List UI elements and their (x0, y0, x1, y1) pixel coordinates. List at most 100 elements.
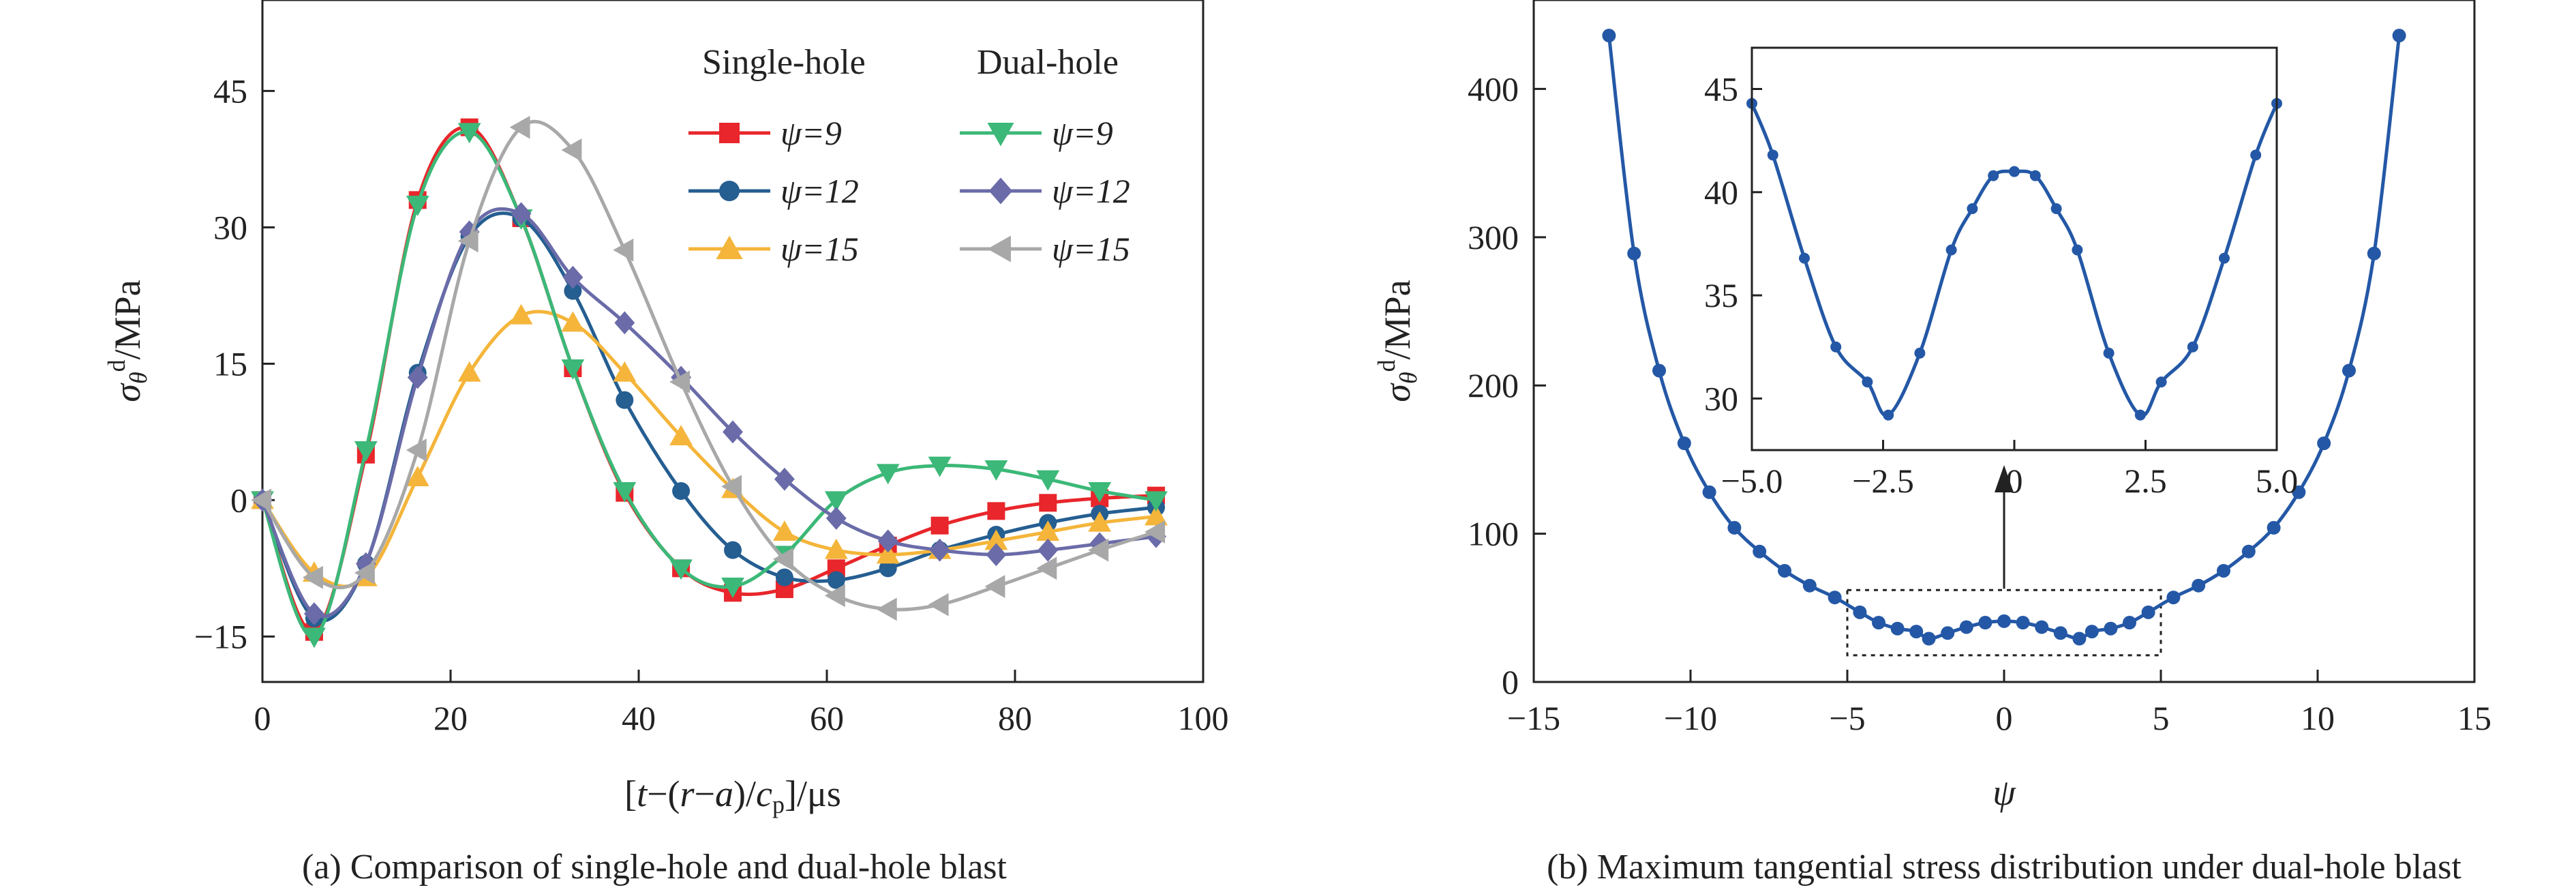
data-point (1727, 520, 1742, 535)
data-point (2072, 631, 2087, 646)
legend-entry: ψ=15 (960, 230, 1130, 268)
y-tick-label: 200 (1468, 366, 1519, 404)
x-tick-label: 5.0 (2256, 462, 2299, 500)
data-point (1909, 625, 1924, 639)
data-point (2292, 485, 2306, 499)
data-point (928, 593, 949, 616)
data-point (354, 561, 375, 584)
data-point (984, 460, 1008, 481)
data-point (561, 138, 582, 162)
series-dual-hole-ψ-15 (251, 115, 1165, 621)
data-point (774, 467, 795, 491)
data-point (1036, 556, 1057, 580)
x-tick-label: 5 (2153, 699, 2170, 737)
data-point (876, 543, 900, 564)
inset-data-point (1883, 409, 1894, 421)
inset-data-point (1988, 170, 1999, 181)
x-tick-label: −2.5 (1852, 462, 1914, 500)
data-point (1778, 563, 1791, 578)
data-point (407, 366, 428, 389)
inset-data-point (1767, 149, 1778, 161)
data-point (984, 529, 1008, 550)
data-point (355, 552, 376, 576)
x-tick-label: 15 (2457, 699, 2491, 737)
axis-ticks-a: 0 20 40 60 80 100 −15 0 15 30 45 (194, 72, 1229, 737)
series-group-a (251, 115, 1168, 649)
data-point (827, 571, 845, 589)
data-point (773, 520, 796, 541)
data-point (1088, 482, 1112, 503)
legend-marker (988, 177, 1013, 205)
data-point (2166, 591, 2181, 605)
data-point (1652, 363, 1666, 378)
data-point (1036, 470, 1060, 491)
y-tick-label: 400 (1468, 70, 1519, 108)
data-point (2241, 544, 2256, 559)
data-point (1828, 591, 1842, 605)
legend-entry: ψ=12 (688, 172, 859, 210)
data-point (2053, 626, 2067, 640)
inset-data-point (2155, 376, 2167, 388)
y-tick-label: 45 (213, 72, 247, 110)
data-point (1702, 485, 1716, 499)
inset-data-point (1799, 252, 1810, 264)
legend-marker (719, 123, 740, 143)
y-tick-label: −15 (194, 617, 247, 655)
data-point (2217, 563, 2230, 578)
data-point (1145, 491, 1168, 512)
data-point (672, 482, 691, 500)
data-point (986, 543, 1007, 567)
data-point (1037, 538, 1059, 562)
data-point (1997, 614, 2011, 628)
series-line (260, 119, 1157, 612)
legend-label: ψ=15 (781, 230, 859, 268)
series-line (260, 125, 1157, 634)
x-tick-label: −5.0 (1721, 462, 1783, 500)
y-tick-label: 40 (1704, 173, 1738, 211)
legend-marker (987, 235, 1011, 263)
inset-data-point (2072, 244, 2083, 256)
data-point (928, 456, 952, 477)
data-point (876, 597, 897, 621)
data-point (877, 529, 898, 553)
x-tick-label: 100 (1178, 699, 1229, 737)
data-point (775, 568, 793, 586)
data-point (2141, 605, 2155, 619)
legend-marker (987, 123, 1014, 147)
inset-data-point (1862, 376, 1873, 388)
data-point (616, 391, 634, 409)
data-point (1088, 511, 1112, 532)
data-point (457, 123, 481, 144)
data-point (303, 565, 323, 589)
data-point (824, 584, 845, 608)
series-dual-hole-ψ-12 (252, 202, 1166, 625)
data-point (1088, 538, 1109, 562)
x-tick-label: −15 (1507, 699, 1560, 737)
data-point (406, 438, 427, 462)
data-point (1922, 631, 1936, 646)
data-point (724, 541, 742, 559)
data-point (987, 502, 1005, 520)
data-point (876, 464, 900, 485)
series-dual-hole-ψ-9 (251, 123, 1168, 649)
data-point (669, 559, 693, 580)
data-point (1677, 436, 1691, 450)
zoom-arrow-head (1995, 465, 2014, 492)
data-point (2123, 616, 2136, 630)
data-point (929, 538, 950, 562)
data-point (2342, 363, 2356, 378)
legend-label: ψ=9 (1052, 114, 1113, 152)
legend-entries: ψ=9 ψ=12 ψ=15 ψ=9 ψ=12 ψ=15 (688, 114, 1130, 268)
series-single-hole-ψ-9 (254, 118, 1165, 641)
data-point (824, 538, 848, 559)
data-point (669, 370, 691, 393)
data-point (2085, 625, 2099, 639)
data-point (824, 491, 848, 512)
legend-header-single: Single-hole (702, 43, 866, 82)
data-point (509, 115, 530, 139)
data-point (509, 303, 533, 325)
x-axis-label-b: ψ (1992, 772, 2016, 813)
caption-b: (b) Maximum tangential stress distributi… (1547, 848, 2461, 887)
legend-marker (716, 235, 743, 259)
data-point (879, 559, 897, 578)
